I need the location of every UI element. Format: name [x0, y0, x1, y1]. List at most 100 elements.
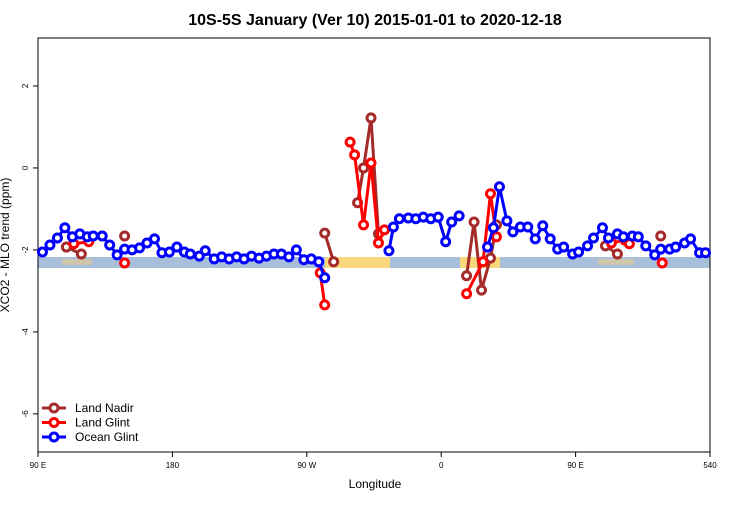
- point: [365, 112, 377, 124]
- x-tick-label: 540: [703, 461, 717, 470]
- y-tick-label: -4: [21, 328, 30, 336]
- point: [111, 249, 123, 261]
- point: [290, 244, 302, 256]
- point: [59, 222, 71, 234]
- point: [383, 245, 395, 257]
- point: [75, 248, 87, 260]
- x-tick-label: 90 E: [567, 461, 583, 470]
- land-patch: [62, 259, 92, 265]
- legend-label: Ocean Glint: [75, 430, 139, 444]
- point: [493, 181, 505, 193]
- point: [328, 256, 340, 268]
- point: [461, 288, 473, 300]
- point: [36, 246, 48, 258]
- point: [378, 224, 390, 236]
- y-tick-label: 0: [21, 165, 30, 170]
- point: [501, 215, 513, 227]
- x-tick-label: 180: [166, 461, 180, 470]
- point: [148, 233, 160, 245]
- point: [596, 222, 608, 234]
- point: [490, 231, 502, 243]
- point: [119, 257, 131, 269]
- point: [461, 270, 473, 282]
- point: [617, 231, 629, 243]
- point: [656, 257, 668, 269]
- point: [387, 221, 399, 233]
- point: [51, 232, 63, 244]
- point: [670, 241, 682, 253]
- point: [602, 232, 614, 244]
- legend-marker: [48, 431, 60, 443]
- point: [588, 232, 600, 244]
- point: [393, 213, 405, 225]
- x-tick-label: 90 E: [30, 461, 46, 470]
- land-patch: [598, 259, 634, 265]
- x-axis-label: Longitude: [349, 477, 402, 491]
- point: [440, 236, 452, 248]
- land-patch: [325, 257, 390, 268]
- point: [700, 247, 712, 259]
- point: [432, 211, 444, 223]
- chart-title: 10S-5S January (Ver 10) 2015-01-01 to 20…: [188, 12, 562, 29]
- point: [487, 222, 499, 234]
- point: [484, 188, 496, 200]
- legend-label: Land Glint: [75, 416, 130, 430]
- point: [582, 240, 594, 252]
- point: [655, 230, 667, 242]
- point: [184, 248, 196, 260]
- point: [349, 149, 361, 161]
- point: [283, 251, 295, 263]
- point: [344, 136, 356, 148]
- point: [446, 216, 458, 228]
- point: [134, 242, 146, 254]
- point: [522, 221, 534, 233]
- y-tick-label: -2: [21, 246, 30, 254]
- point: [365, 157, 377, 169]
- point: [453, 210, 465, 222]
- point: [477, 256, 489, 268]
- legend-label: Land Nadir: [75, 401, 134, 415]
- point: [319, 299, 331, 311]
- point: [632, 231, 644, 243]
- series-line: [465, 193, 498, 295]
- point: [358, 219, 370, 231]
- point: [537, 220, 549, 232]
- point: [611, 248, 623, 260]
- point: [573, 246, 585, 258]
- x-tick-label: 0: [439, 461, 444, 470]
- point: [685, 233, 697, 245]
- point: [319, 227, 331, 239]
- point: [529, 233, 541, 245]
- point: [655, 243, 667, 255]
- point: [87, 230, 99, 242]
- point: [104, 239, 116, 251]
- y-tick-label: -6: [21, 410, 30, 418]
- point: [96, 230, 108, 242]
- legend-marker: [48, 402, 60, 414]
- point: [468, 216, 480, 228]
- y-tick-label: 2: [21, 83, 30, 88]
- point: [558, 241, 570, 253]
- point: [507, 226, 519, 238]
- legend-marker: [48, 417, 60, 428]
- point: [372, 237, 384, 249]
- point: [640, 240, 652, 252]
- point: [199, 245, 211, 257]
- point: [171, 241, 183, 253]
- point: [313, 256, 325, 268]
- x-tick-label: 90 W: [297, 461, 316, 470]
- point: [163, 246, 175, 258]
- series-line: [356, 117, 380, 235]
- point: [119, 230, 131, 242]
- point: [544, 233, 556, 245]
- map-strip: [38, 257, 710, 268]
- plot-frame: [37, 37, 711, 453]
- y-axis-label: XCO2 - MLO trend (ppm): [0, 178, 12, 313]
- point: [481, 241, 493, 253]
- point: [476, 284, 488, 296]
- point: [319, 272, 331, 284]
- point: [358, 162, 370, 174]
- point: [44, 239, 56, 251]
